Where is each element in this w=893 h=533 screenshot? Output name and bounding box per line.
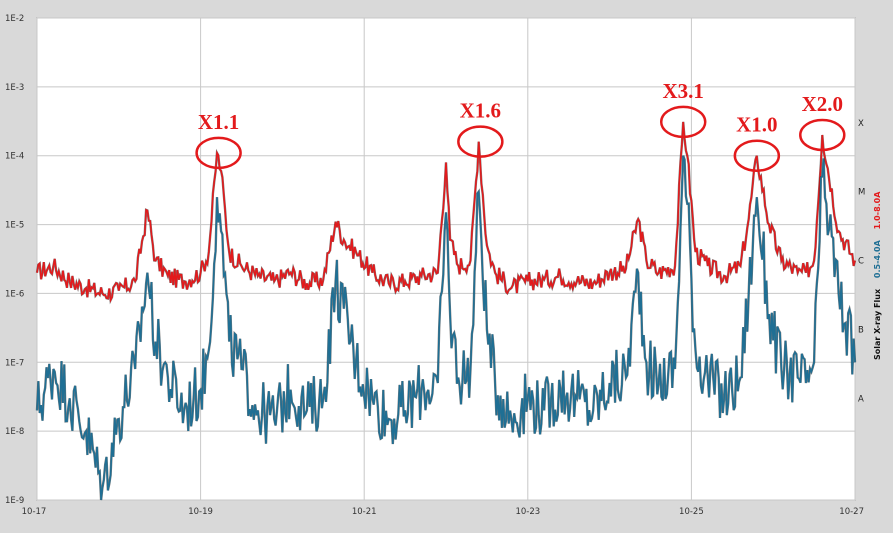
class-label-x: X [858, 119, 864, 129]
plot-area [36, 17, 856, 501]
y-tick-label: 1E-7 [5, 358, 24, 368]
y-tick-label: 1E-3 [5, 83, 24, 93]
y-tick-labels: 1E-9 1E-8 1E-7 1E-6 1E-5 1E-4 1E-3 1E-2 [5, 14, 24, 506]
series-lines [35, 121, 857, 501]
x-tick-label: 10-21 [352, 507, 377, 517]
x-tick-label: 10-23 [515, 507, 540, 517]
ylabel: Solar X-ray Flux [873, 288, 882, 360]
x-tick-labels: 10-17 10-19 10-21 10-23 10-25 10-27 [22, 507, 864, 517]
flare-class-labels: A B C M X [858, 119, 865, 404]
x-tick-label: 10-19 [188, 507, 213, 517]
y-tick-label: 1E-5 [5, 221, 24, 231]
series-line-short [36, 155, 856, 501]
flare-label: X1.1 [198, 110, 239, 134]
x-tick-label: 10-27 [839, 507, 864, 517]
y-tick-label: 1E-2 [5, 14, 24, 24]
class-label-c: C [858, 257, 864, 267]
flare-circle [799, 118, 846, 152]
right-axis-title: Solar X-ray Flux 0.5-4.0A 1.0-8.0A [873, 191, 882, 360]
flare-label: X3.1 [663, 79, 704, 103]
x-tick-label: 10-17 [22, 507, 47, 517]
flare-circle [659, 105, 707, 139]
class-label-m: M [858, 188, 865, 198]
flare-circle [195, 136, 242, 170]
y-tick-label: 1E-9 [5, 496, 24, 506]
y-tick-label: 1E-4 [5, 152, 24, 162]
flare-circle [457, 125, 504, 158]
x-tick-label: 10-25 [679, 507, 704, 517]
flare-label: X1.6 [460, 99, 501, 123]
svg-text:Solar X-ray Flux 0.5-4.0: Solar X-ray Flux 0.5-4.0A 1.0-8.0A [873, 191, 882, 360]
y-tick-label: 1E-6 [5, 289, 24, 299]
class-label-a: A [858, 394, 864, 404]
series-line-long [36, 121, 856, 303]
flare-label: X1.0 [736, 113, 777, 137]
series-name-short: 0.5-4.0A [873, 239, 882, 278]
y-tick-label: 1E-8 [5, 427, 24, 437]
flare-circle [733, 139, 781, 172]
flare-annotations: X1.1 X1.6 X3.1 X1.0 X2.0 [195, 79, 846, 172]
series-name-long: 1.0-8.0A [873, 191, 882, 230]
class-label-b: B [858, 325, 864, 335]
flare-label: X2.0 [802, 92, 843, 116]
